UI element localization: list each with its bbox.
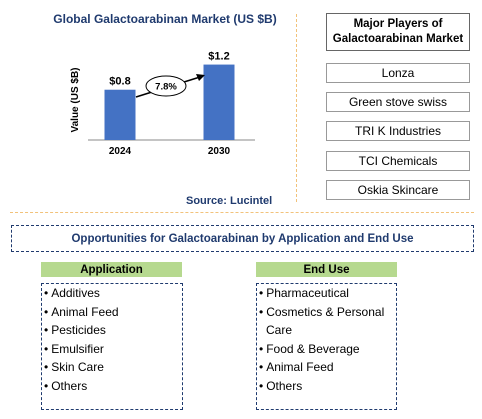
application-item: Additives (42, 284, 182, 303)
y-axis-label: Value (US $B) (70, 67, 81, 132)
players-title: Major Players of Galactoarabinan Market (326, 13, 470, 51)
application-item: Pesticides (42, 321, 182, 340)
player-item: Lonza (326, 63, 470, 83)
end-use-item: Others (257, 377, 396, 396)
player-item: TRI K Industries (326, 121, 470, 141)
chart-title: Global Galactoarabinan Market (US $B) (53, 12, 277, 26)
growth-annotation: 7.8% (135, 74, 205, 98)
end-use-list-box: Pharmaceutical Cosmetics & Personal Care… (256, 283, 397, 410)
vertical-divider (296, 14, 297, 202)
bar-value-label: $0.8 (109, 76, 130, 88)
player-item: Oskia Skincare (326, 180, 470, 200)
bar-2030 (203, 64, 235, 140)
application-header: Application (41, 262, 182, 277)
application-item: Animal Feed (42, 303, 182, 322)
growth-ellipse (145, 75, 187, 97)
end-use-item: Food & Beverage (257, 340, 396, 359)
end-use-item: Pharmaceutical (257, 284, 396, 303)
growth-arrowhead (196, 74, 205, 81)
x-tick-label: 2030 (208, 146, 231, 157)
player-item: TCI Chemicals (326, 151, 470, 171)
bar-2024 (104, 89, 136, 140)
bar-chart: Value (US $B) $0.8 2024 $1.2 2030 7.8% (70, 51, 255, 157)
bar-value-label: $1.2 (208, 51, 229, 63)
application-item: Emulsifier (42, 340, 182, 359)
player-item: Green stove swiss (326, 92, 470, 112)
application-list-box: Additives Animal Feed Pesticides Emulsif… (41, 283, 183, 410)
application-item: Skin Care (42, 358, 182, 377)
source-note: Source: Lucintel (186, 195, 273, 207)
x-tick-label: 2024 (109, 146, 132, 157)
end-use-list: Pharmaceutical Cosmetics & Personal Care… (257, 284, 396, 395)
opportunities-title: Opportunities for Galactoarabinan by App… (11, 225, 474, 252)
growth-label: 7.8% (155, 82, 177, 93)
application-item: Others (42, 377, 182, 396)
end-use-header: End Use (256, 262, 397, 277)
application-list: Additives Animal Feed Pesticides Emulsif… (42, 284, 182, 395)
end-use-item: Animal Feed (257, 358, 396, 377)
horizontal-divider (10, 212, 474, 213)
end-use-item: Cosmetics & Personal Care (257, 303, 396, 340)
